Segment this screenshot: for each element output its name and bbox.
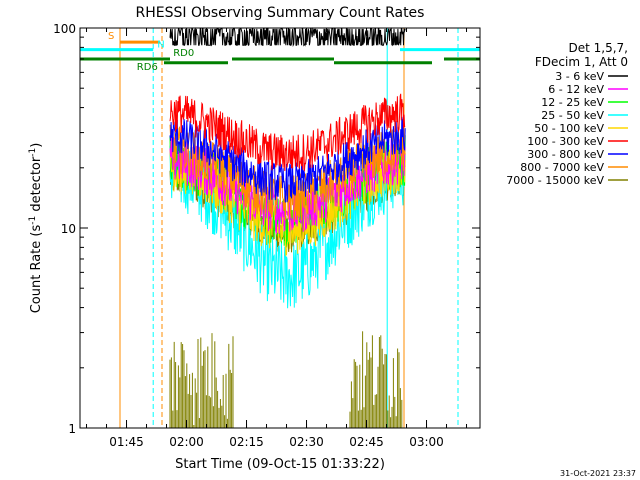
y-axis-label: Count Rate (s-1 detector-1): [28, 143, 44, 314]
x-tick-label: 01:45: [109, 435, 144, 449]
x-tick-label: 02:45: [349, 435, 384, 449]
x-tick-label: 02:00: [169, 435, 204, 449]
series-line: [169, 116, 406, 203]
x-tick-label: 02:15: [229, 435, 264, 449]
flag-label-rd0: RD0: [173, 48, 194, 59]
legend-header-line-2: FDecim 1, Att 0: [535, 55, 628, 69]
legend-header-line-1: Det 1,5,7,: [569, 41, 629, 55]
series-line: [169, 27, 406, 48]
y-axis-ticks: 1 10 100: [53, 22, 480, 436]
legend-label: 6 - 12 keV: [548, 83, 604, 96]
timestamp: 31-Oct-2021 23:37: [560, 469, 636, 478]
y-tick-label: 100: [53, 22, 76, 36]
x-tick-label: 03:00: [409, 435, 444, 449]
x-tick-label: 02:30: [289, 435, 324, 449]
flag-bars: S N RD0 RD6: [80, 31, 480, 73]
y-tick-label: 1: [68, 422, 76, 436]
flag-label-s: S: [108, 31, 114, 42]
legend-label: 7000 - 15000 keV: [506, 174, 604, 187]
legend-label: 100 - 300 keV: [527, 135, 604, 148]
legend-label: 25 - 50 keV: [541, 109, 604, 122]
time-marker-lines: [119, 28, 459, 428]
flag-label-rd6: RD6: [137, 62, 158, 73]
chart-title: RHESSI Observing Summary Count Rates: [136, 5, 425, 21]
legend-label: 3 - 6 keV: [555, 70, 604, 83]
legend-label: 12 - 25 keV: [541, 96, 604, 109]
flag-label-n: N: [157, 39, 164, 50]
x-axis-label: Start Time (09-Oct-15 01:33:22): [175, 457, 385, 472]
series-lines: [169, 27, 406, 428]
legend-label: 800 - 7000 keV: [520, 161, 604, 174]
legend-label: 50 - 100 keV: [534, 122, 604, 135]
series-line: [169, 93, 406, 172]
x-axis-ticks: 01:45 02:00 02:15 02:30 02:45 03:00: [86, 28, 468, 449]
y-tick-label: 10: [61, 222, 76, 236]
legend-label: 300 - 800 keV: [527, 148, 604, 161]
